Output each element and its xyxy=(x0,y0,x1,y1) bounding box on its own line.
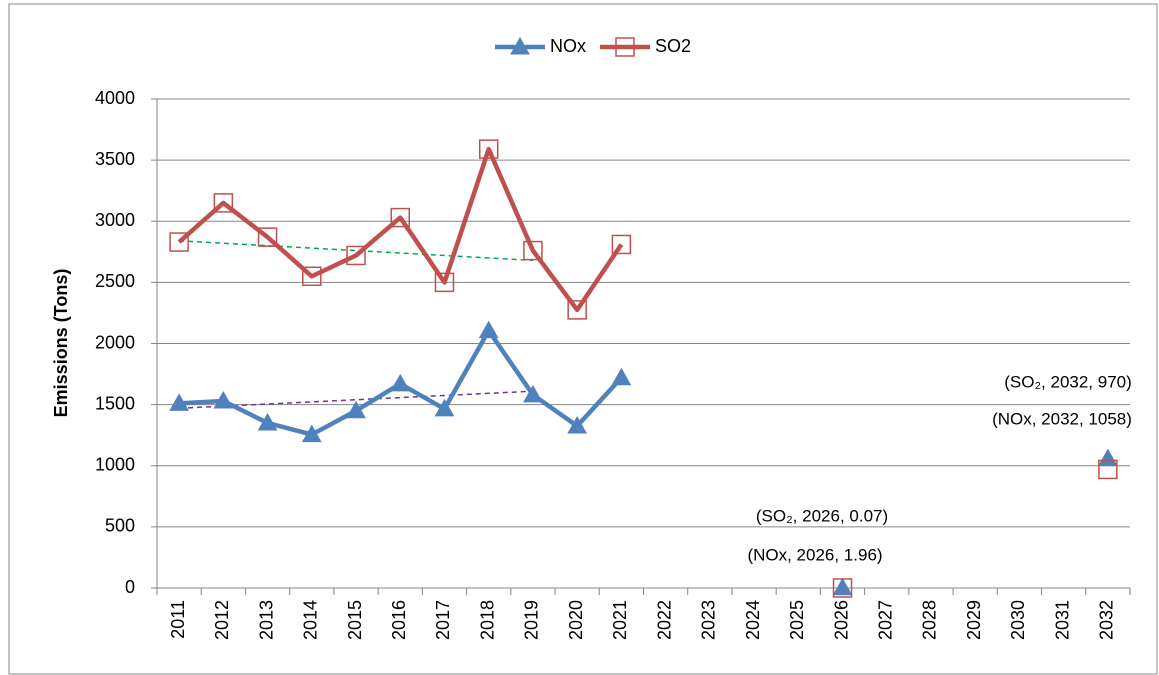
y-tick-label: 2500 xyxy=(95,271,135,291)
x-tick-label: 2020 xyxy=(566,600,586,640)
x-tick-label: 2027 xyxy=(876,600,896,640)
x-tick-label: 2023 xyxy=(699,600,719,640)
data-point xyxy=(434,272,455,293)
data-point xyxy=(346,245,366,266)
annotation: (SO₂, 2026, 0.07) xyxy=(756,506,888,525)
legend-label: NOx xyxy=(550,36,586,56)
x-tick-label: 2014 xyxy=(301,600,321,640)
data-point xyxy=(257,227,278,247)
x-tick-label: 2024 xyxy=(743,600,763,640)
data-point xyxy=(213,390,234,409)
y-tick-label: 1000 xyxy=(95,455,135,475)
chart-border xyxy=(8,3,1158,675)
data-point xyxy=(523,240,543,261)
x-tick-label: 2026 xyxy=(831,600,851,640)
data-point xyxy=(434,398,455,417)
y-tick-label: 0 xyxy=(125,577,135,597)
x-tick-label: 2015 xyxy=(345,600,365,640)
data-point xyxy=(611,234,632,255)
y-axis-title: Emissions (Tons) xyxy=(51,269,71,418)
data-point xyxy=(832,578,853,598)
data-point xyxy=(611,367,632,386)
data-point xyxy=(478,320,499,339)
x-tick-label: 2030 xyxy=(1008,600,1028,640)
x-tick-label: 2013 xyxy=(256,600,276,640)
data-point xyxy=(1098,459,1118,480)
data-point xyxy=(567,415,588,434)
data-point xyxy=(523,384,543,403)
x-tick-label: 2019 xyxy=(522,600,542,640)
annotation: (SO₂, 2032, 970) xyxy=(1004,372,1132,391)
data-point xyxy=(169,393,189,411)
y-tick-label: 2000 xyxy=(95,332,135,352)
data-point xyxy=(302,266,322,287)
y-tick-label: 1500 xyxy=(95,393,135,413)
data-point xyxy=(169,232,189,252)
series-line xyxy=(177,146,624,313)
x-tick-label: 2031 xyxy=(1052,600,1072,640)
x-tick-label: 2029 xyxy=(964,600,984,640)
x-tick-label: 2011 xyxy=(168,600,188,639)
legend-marker xyxy=(615,37,635,57)
data-point xyxy=(301,424,322,443)
data-point xyxy=(832,577,853,596)
data-point xyxy=(257,412,278,431)
y-tick-label: 3500 xyxy=(95,149,135,169)
x-tick-label: 2021 xyxy=(610,600,630,640)
x-tick-label: 2017 xyxy=(433,600,453,640)
data-point xyxy=(1098,448,1118,467)
x-tick-label: 2022 xyxy=(654,600,674,640)
x-tick-label: 2016 xyxy=(389,600,409,640)
data-point xyxy=(213,193,234,213)
legend-label: SO2 xyxy=(655,36,691,56)
x-tick-label: 2032 xyxy=(1097,600,1117,640)
legend-marker xyxy=(510,36,530,55)
data-point xyxy=(478,139,499,159)
x-tick-label: 2018 xyxy=(477,600,497,640)
data-point xyxy=(346,400,366,419)
y-tick-label: 4000 xyxy=(95,88,135,108)
x-tick-label: 2025 xyxy=(787,600,807,640)
x-tick-label: 2028 xyxy=(920,600,940,640)
x-tick-label: 2012 xyxy=(212,600,232,640)
annotation: (NOx, 2026, 1.96) xyxy=(747,545,882,564)
data-point xyxy=(567,300,587,320)
annotation: (NOx, 2032, 1058) xyxy=(992,409,1132,428)
y-tick-label: 500 xyxy=(105,516,135,536)
data-point xyxy=(390,207,410,228)
data-point xyxy=(390,373,411,392)
y-tick-label: 3000 xyxy=(95,210,135,230)
